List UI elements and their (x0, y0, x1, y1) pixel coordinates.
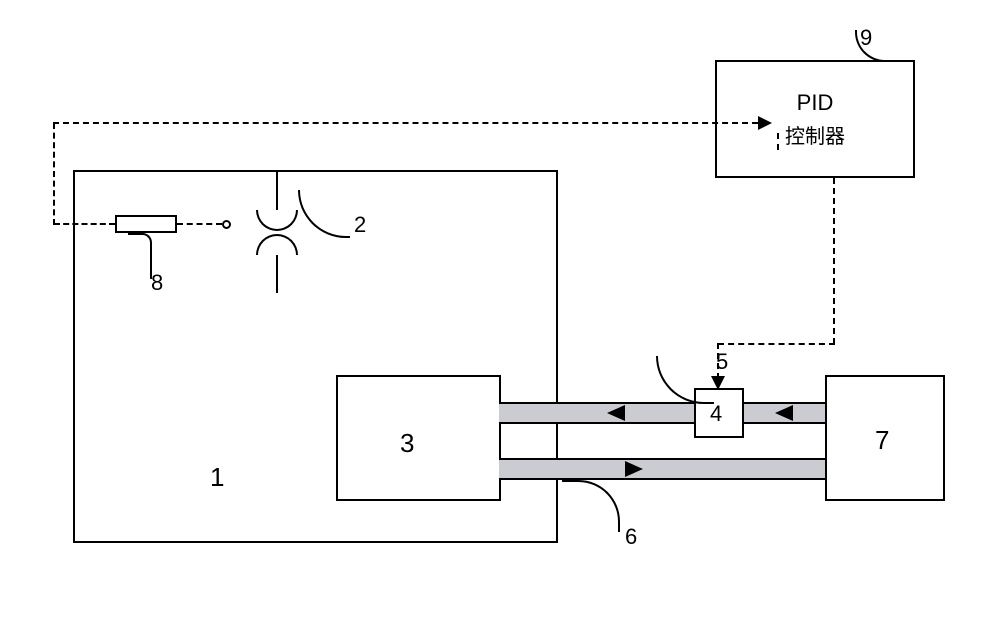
flow-arrow-lower (625, 461, 643, 477)
label-5: 5 (716, 349, 728, 375)
flow-arrow-upper-left (607, 405, 625, 421)
label-2: 2 (354, 212, 366, 238)
label-1: 1 (210, 462, 224, 493)
pipe-upper-left (499, 402, 696, 424)
controller-line2: 控制器 (717, 120, 913, 149)
diagram-stage: PID 控制器 1 2 3 4 5 6 7 8 9 (0, 0, 1000, 628)
leader-6 (562, 480, 620, 532)
dash-sensor-arrow (758, 116, 772, 130)
controller-line1: PID (717, 90, 913, 116)
dash-s2 (53, 123, 55, 225)
dash-c1 (833, 178, 835, 344)
dash-s3 (53, 122, 778, 124)
label-6: 6 (625, 524, 637, 550)
label-8: 8 (151, 270, 163, 296)
sensor-body (115, 215, 177, 233)
lens-top-stem (276, 170, 278, 210)
leader-5 (656, 356, 714, 404)
label-7: 7 (875, 425, 889, 456)
flow-arrow-upper-right (775, 405, 793, 421)
box-inner (336, 375, 501, 501)
pipe-lower (499, 458, 827, 480)
sensor-to-probe (177, 223, 222, 225)
lens-bottom-stem (276, 255, 278, 293)
label-4: 4 (710, 401, 722, 427)
label-3: 3 (400, 428, 414, 459)
label-9: 9 (860, 25, 872, 51)
dash-s1 (54, 223, 115, 225)
box-controller: PID 控制器 (715, 60, 915, 178)
sensor-probe (222, 220, 231, 229)
dash-c2 (718, 343, 835, 345)
